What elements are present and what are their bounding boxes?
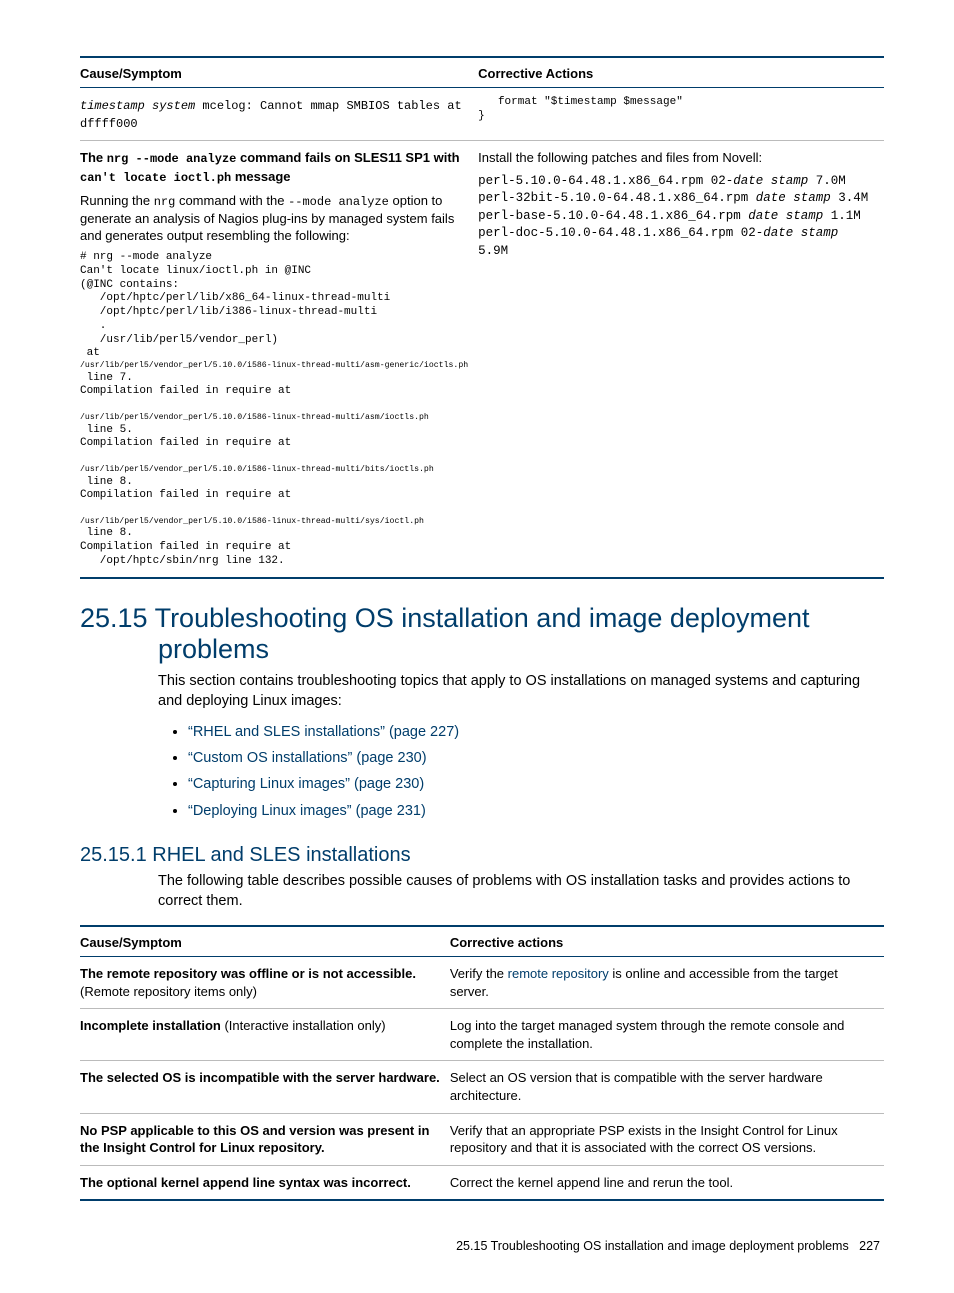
code-path: /usr/lib/perl5/vendor_perl/5.10.0/i586-l… (80, 517, 468, 528)
col-header-cause: Cause/Symptom (80, 57, 478, 88)
cause-bold: The optional kernel append line syntax w… (80, 1175, 411, 1190)
code-block: format "$timestamp $message" } (478, 96, 874, 124)
list-item: “RHEL and SLES installations” (page 227) (188, 719, 884, 745)
inline-link[interactable]: remote repository (508, 966, 609, 981)
code-block: line 7. Compilation failed in require at (80, 372, 468, 413)
cause-title: The nrg --mode analyze command fails on … (80, 149, 468, 185)
action-text: Correct the kernel append line and rerun… (450, 1175, 733, 1190)
action-cell: Verify that an appropriate PSP exists in… (450, 1113, 884, 1165)
cause-bold: Incomplete installation (80, 1018, 221, 1033)
list-item: “Capturing Linux images” (page 230) (188, 771, 884, 797)
code-block: # nrg --mode analyze Can't locate linux/… (80, 251, 468, 361)
cause-cell: The nrg --mode analyze command fails on … (80, 141, 478, 578)
code-path: /usr/lib/perl5/vendor_perl/5.10.0/i586-l… (80, 413, 468, 424)
action-text: Verify the (450, 966, 508, 981)
cause-cell: The remote repository was offline or is … (80, 957, 450, 1009)
page-number: 227 (859, 1239, 880, 1253)
table-row: timestamp system mcelog: Cannot mmap SMB… (80, 88, 884, 141)
troubleshoot-table-2: Cause/Symptom Corrective actions The rem… (80, 925, 884, 1201)
table-header-row: Cause/Symptom Corrective Actions (80, 57, 884, 88)
table-row: The selected OS is incompatible with the… (80, 1061, 884, 1113)
package-list: perl-5.10.0-64.48.1.x86_64.rpm 02-date s… (478, 173, 874, 261)
cause-bold: The remote repository was offline or is … (80, 966, 416, 981)
troubleshoot-table-1: Cause/Symptom Corrective Actions timesta… (80, 56, 884, 579)
table-row: No PSP applicable to this OS and version… (80, 1113, 884, 1165)
cause-cell: The selected OS is incompatible with the… (80, 1061, 450, 1113)
code-block: line 5. Compilation failed in require at (80, 424, 468, 465)
subsection-intro: The following table describes possible c… (158, 871, 884, 912)
list-item: “Deploying Linux images” (page 231) (188, 798, 884, 824)
cause-cell: No PSP applicable to this OS and version… (80, 1113, 450, 1165)
table-header-row: Cause/Symptom Corrective actions (80, 926, 884, 957)
action-cell: Verify the remote repository is online a… (450, 957, 884, 1009)
xref-link[interactable]: “Custom OS installations” (page 230) (188, 750, 427, 766)
action-intro: Install the following patches and files … (478, 149, 874, 167)
xref-link[interactable]: “Capturing Linux images” (page 230) (188, 776, 424, 792)
col-header-actions: Corrective Actions (478, 57, 884, 88)
cause-desc: Running the nrg command with the --mode … (80, 192, 468, 245)
table-row: The remote repository was offline or is … (80, 957, 884, 1009)
cause-cell: timestamp system mcelog: Cannot mmap SMB… (80, 88, 478, 141)
action-text: Verify that an appropriate PSP exists in… (450, 1123, 838, 1156)
code-block: line 8. Compilation failed in require at (80, 476, 468, 517)
cause-bold: No PSP applicable to this OS and version… (80, 1123, 429, 1156)
section-heading-25-15: 25.15 Troubleshooting OS installation an… (158, 603, 884, 665)
code-path: /usr/lib/perl5/vendor_perl/5.10.0/i586-l… (80, 465, 468, 476)
list-item: “Custom OS installations” (page 230) (188, 745, 884, 771)
col-header-actions: Corrective actions (450, 926, 884, 957)
table-row: Incomplete installation (Interactive ins… (80, 1009, 884, 1061)
table-row: The nrg --mode analyze command fails on … (80, 141, 884, 578)
footer-text: 25.15 Troubleshooting OS installation an… (456, 1239, 849, 1253)
action-text: Select an OS version that is compatible … (450, 1070, 823, 1103)
section-heading-25-15-1: 25.15.1 RHEL and SLES installations (80, 844, 884, 867)
action-cell: Select an OS version that is compatible … (450, 1061, 884, 1113)
action-cell: Log into the target managed system throu… (450, 1009, 884, 1061)
code-path: /usr/lib/perl5/vendor_perl/5.10.0/i586-l… (80, 361, 468, 372)
action-cell: Correct the kernel append line and rerun… (450, 1165, 884, 1200)
cause-plain: (Interactive installation only) (221, 1018, 386, 1033)
xref-link[interactable]: “RHEL and SLES installations” (page 227) (188, 724, 459, 740)
section-intro: This section contains troubleshooting to… (158, 671, 884, 712)
table-row: The optional kernel append line syntax w… (80, 1165, 884, 1200)
action-cell: format "$timestamp $message" } (478, 88, 884, 141)
cause-bold: The selected OS is incompatible with the… (80, 1070, 440, 1085)
action-cell: Install the following patches and files … (478, 141, 884, 578)
link-list: “RHEL and SLES installations” (page 227)… (188, 719, 884, 823)
mono-text: timestamp system (80, 99, 195, 113)
xref-link[interactable]: “Deploying Linux images” (page 231) (188, 803, 426, 819)
page-footer: 25.15 Troubleshooting OS installation an… (80, 1239, 884, 1253)
page-container: Cause/Symptom Corrective Actions timesta… (0, 0, 954, 1293)
cause-cell: The optional kernel append line syntax w… (80, 1165, 450, 1200)
code-block: line 8. Compilation failed in require at… (80, 527, 468, 568)
cause-plain: (Remote repository items only) (80, 984, 257, 999)
action-text: Log into the target managed system throu… (450, 1018, 845, 1051)
cause-cell: Incomplete installation (Interactive ins… (80, 1009, 450, 1061)
col-header-cause: Cause/Symptom (80, 926, 450, 957)
